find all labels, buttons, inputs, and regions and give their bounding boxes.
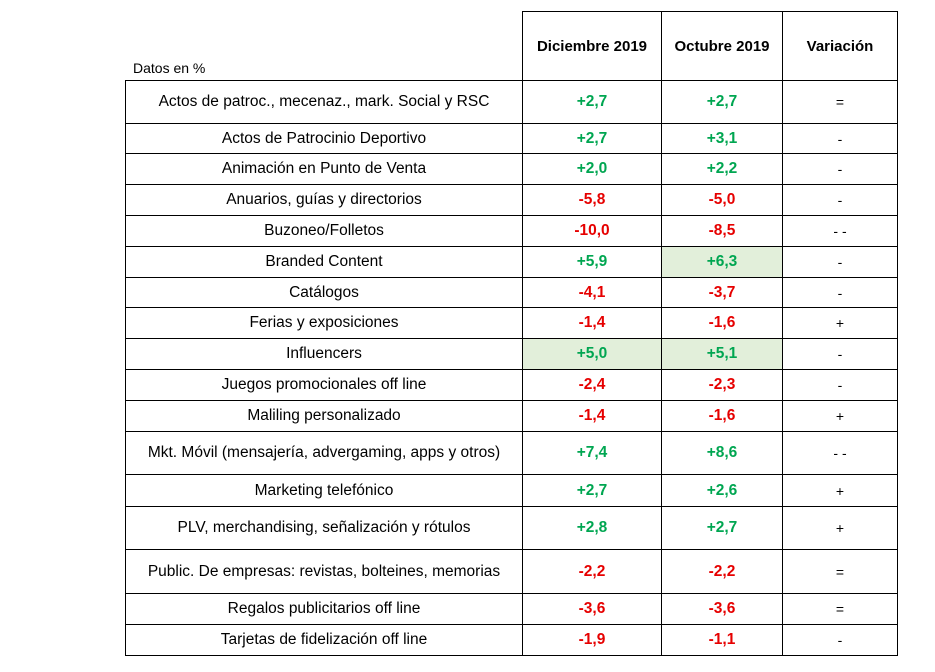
row-label: Anuarios, guías y directorios — [125, 184, 523, 216]
table-row: Tarjetas de fidelización off line -1,9 -1,… — [125, 624, 898, 656]
table-row: Juegos promocionales off line -2,4 -2,3- — [125, 369, 898, 401]
value-october-2019: -2,2 — [661, 549, 783, 594]
value-december-2019: -5,8 — [522, 184, 662, 216]
table-row: Buzoneo/Folletos -10,0 -8,5- - — [125, 215, 898, 247]
value-october-2019: +8,6 — [661, 431, 783, 475]
row-label: Influencers — [125, 338, 523, 370]
variation-indicator: - — [782, 184, 898, 216]
value-october-2019: -8,5 — [661, 215, 783, 247]
variation-indicator: = — [782, 549, 898, 594]
table-row: Public. De empresas: revistas, bolteines… — [125, 549, 898, 594]
value-october-2019: +2,7 — [661, 506, 783, 550]
row-label: Regalos publicitarios off line — [125, 593, 523, 625]
variation-indicator: - — [782, 624, 898, 656]
variation-indicator: - — [782, 277, 898, 308]
variation-indicator: - — [782, 153, 898, 185]
value-october-2019: -1,6 — [661, 400, 783, 432]
value-october-2019: +3,1 — [661, 123, 783, 154]
value-december-2019: -10,0 — [522, 215, 662, 247]
value-october-2019: +2,6 — [661, 474, 783, 507]
variation-indicator: - - — [782, 215, 898, 247]
row-label: Branded Content — [125, 246, 523, 278]
value-december-2019: +2,7 — [522, 123, 662, 154]
variation-indicator: + — [782, 474, 898, 507]
table-row: Marketing telefónico +2,7 +2,6 + — [125, 474, 898, 507]
table-row: Ferias y exposiciones -1,4 -1,6 + — [125, 307, 898, 339]
value-october-2019: -1,6 — [661, 307, 783, 339]
variation-indicator: - - — [782, 431, 898, 475]
value-october-2019: +2,7 — [661, 80, 783, 124]
value-december-2019: -1,4 — [522, 307, 662, 339]
table-row: Mkt. Móvil (mensajería, advergaming, app… — [125, 431, 898, 475]
value-october-2019: -3,6 — [661, 593, 783, 625]
value-october-2019: -3,7 — [661, 277, 783, 308]
value-october-2019: +2,2 — [661, 153, 783, 185]
value-october-2019: -5,0 — [661, 184, 783, 216]
row-label: PLV, merchandising, señalización y rótul… — [125, 506, 523, 550]
variation-indicator: + — [782, 307, 898, 339]
variation-indicator: - — [782, 246, 898, 278]
table-body: Actos de patroc., mecenaz., mark. Social… — [125, 80, 898, 656]
header-october-2019: Octubre 2019 — [661, 11, 783, 81]
table-row: Animación en Punto de Venta +2,0 +2,2- — [125, 153, 898, 185]
table-row: Actos de patroc., mecenaz., mark. Social… — [125, 80, 898, 124]
row-label: Marketing telefónico — [125, 474, 523, 507]
row-label: Juegos promocionales off line — [125, 369, 523, 401]
row-label: Buzoneo/Folletos — [125, 215, 523, 247]
value-december-2019: -1,9 — [522, 624, 662, 656]
header-december-2019: Diciembre 2019 — [522, 11, 662, 81]
variation-indicator: = — [782, 80, 898, 124]
header-variation: Variación — [782, 11, 898, 81]
row-label: Ferias y exposiciones — [125, 307, 523, 339]
variation-indicator: + — [782, 506, 898, 550]
row-label: Mkt. Móvil (mensajería, advergaming, app… — [125, 431, 523, 475]
table-row: Regalos publicitarios off line -3,6 -3,6 = — [125, 593, 898, 625]
table-row: Catálogos -4,1 -3,7- — [125, 277, 898, 308]
variation-indicator: = — [782, 593, 898, 625]
value-december-2019: +2,7 — [522, 474, 662, 507]
table-row: Maliling personalizado -1,4 -1,6 + — [125, 400, 898, 432]
table-row: Actos de Patrocinio Deportivo +2,7 +3,1- — [125, 123, 898, 154]
value-december-2019: -3,6 — [522, 593, 662, 625]
table-row: Branded Content +5,9 +6,3- — [125, 246, 898, 278]
variation-indicator: + — [782, 400, 898, 432]
row-label: Actos de Patrocinio Deportivo — [125, 123, 523, 154]
row-label: Actos de patroc., mecenaz., mark. Social… — [125, 80, 523, 124]
row-label: Animación en Punto de Venta — [125, 153, 523, 185]
row-label: Public. De empresas: revistas, bolteines… — [125, 549, 523, 594]
value-december-2019: -4,1 — [522, 277, 662, 308]
value-december-2019: +5,9 — [522, 246, 662, 278]
row-label: Catálogos — [125, 277, 523, 308]
header-blank-cell — [125, 11, 523, 81]
data-table: Diciembre 2019 Octubre 2019 Variación Ac… — [125, 11, 898, 656]
value-december-2019: +2,0 — [522, 153, 662, 185]
value-december-2019: -2,2 — [522, 549, 662, 594]
value-december-2019: -1,4 — [522, 400, 662, 432]
value-october-2019: +5,1 — [661, 338, 783, 370]
variation-indicator: - — [782, 369, 898, 401]
variation-indicator: - — [782, 338, 898, 370]
variation-indicator: - — [782, 123, 898, 154]
value-december-2019: +2,8 — [522, 506, 662, 550]
value-december-2019: +2,7 — [522, 80, 662, 124]
table-row: Influencers +5,0 +5,1- — [125, 338, 898, 370]
header-row: Diciembre 2019 Octubre 2019 Variación — [125, 11, 898, 81]
value-december-2019: -2,4 — [522, 369, 662, 401]
value-december-2019: +5,0 — [522, 338, 662, 370]
value-october-2019: -2,3 — [661, 369, 783, 401]
value-october-2019: -1,1 — [661, 624, 783, 656]
table-row: PLV, merchandising, señalización y rótul… — [125, 506, 898, 550]
table-row: Anuarios, guías y directorios -5,8 -5,0- — [125, 184, 898, 216]
row-label: Maliling personalizado — [125, 400, 523, 432]
row-label: Tarjetas de fidelización off line — [125, 624, 523, 656]
value-october-2019: +6,3 — [661, 246, 783, 278]
value-december-2019: +7,4 — [522, 431, 662, 475]
